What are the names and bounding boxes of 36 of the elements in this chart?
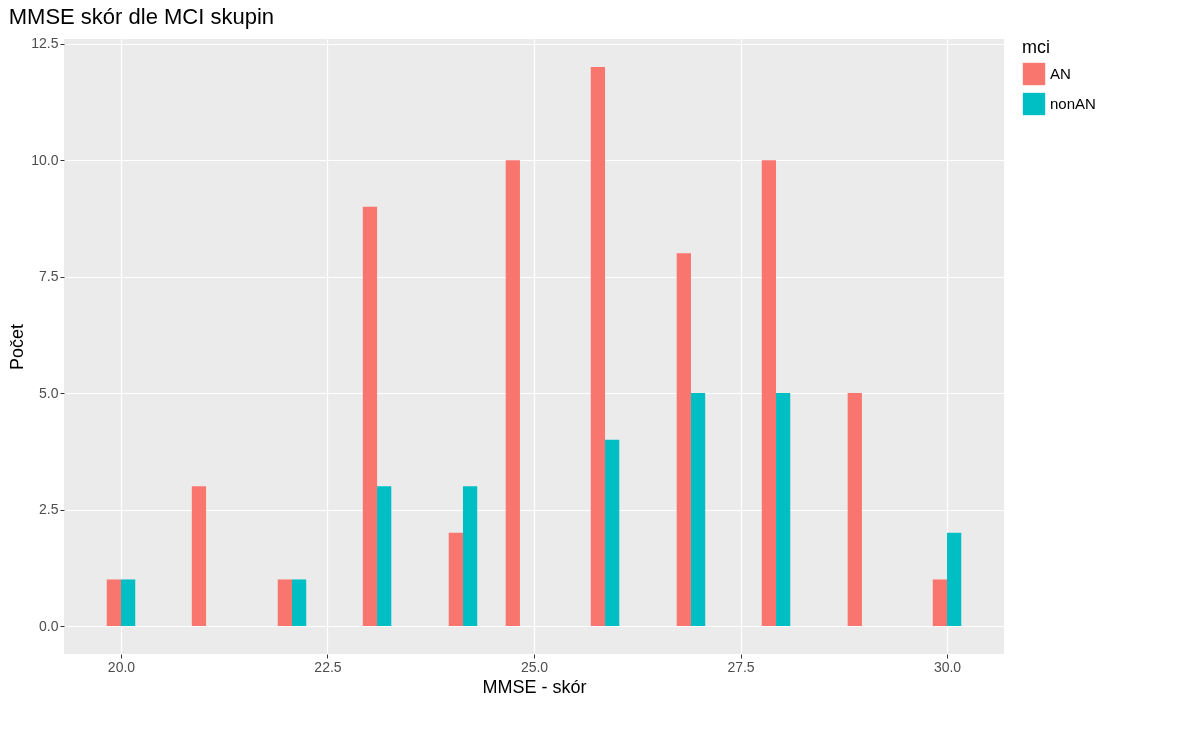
bar <box>590 66 606 627</box>
x-tick-label: 27.5 <box>727 658 755 675</box>
chart-title: MMSE skór dle MCI skupin <box>8 3 275 29</box>
legend-label: nonAN <box>1050 95 1096 112</box>
x-tick-label: 22.5 <box>314 658 342 675</box>
bar <box>605 439 620 627</box>
bar <box>676 253 691 627</box>
y-tick-label: 0.0 <box>39 617 59 634</box>
bar <box>377 486 392 627</box>
x-axis-title: MMSE - skór <box>482 676 587 697</box>
bar <box>505 160 520 627</box>
bar <box>448 532 463 627</box>
bar <box>947 532 962 627</box>
y-tick-label: 12.5 <box>31 35 59 52</box>
x-tick-label: 30.0 <box>933 658 962 675</box>
bar <box>462 486 478 627</box>
x-tick-label: 25.0 <box>520 658 549 675</box>
legend-label: AN <box>1050 65 1071 82</box>
bar <box>690 393 706 627</box>
bar <box>291 579 307 627</box>
bar <box>106 579 121 627</box>
legend-title: mci <box>1022 37 1050 57</box>
y-tick-label: 7.5 <box>39 268 59 285</box>
bar <box>277 579 292 627</box>
x-tick-label: 20.0 <box>107 658 136 675</box>
bar <box>362 206 378 627</box>
bar <box>761 160 777 627</box>
bar <box>847 393 862 627</box>
y-axis-title: Počet <box>7 323 28 371</box>
bar <box>932 579 948 627</box>
bar <box>120 579 136 627</box>
y-tick-label: 2.5 <box>39 501 59 518</box>
y-tick-label: 10.0 <box>31 151 59 168</box>
bar <box>191 486 207 627</box>
bar <box>776 393 791 627</box>
y-tick-label: 5.0 <box>39 384 59 401</box>
